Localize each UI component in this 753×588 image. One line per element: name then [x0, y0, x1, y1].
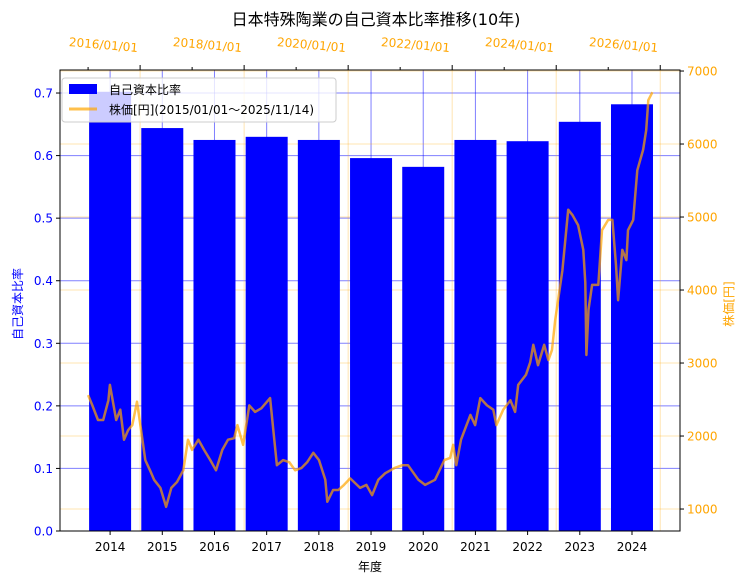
- y-tick-label: 0.3: [34, 337, 53, 351]
- y-tick-label: 0.4: [34, 274, 53, 288]
- y-axis-label: 自己資本比率: [10, 268, 25, 340]
- x-axis-label: 年度: [358, 559, 382, 574]
- legend-bar-label: 自己資本比率: [109, 82, 181, 97]
- y-tick-label: 0.0: [34, 525, 53, 539]
- bar-2019: [350, 158, 393, 531]
- bar-2017: [245, 136, 288, 531]
- y2-tick-label: 1000: [687, 503, 718, 517]
- x-tick-label: 2017: [251, 540, 282, 554]
- x-tick-label: 2018: [304, 540, 335, 554]
- y2-tick-label: 4000: [687, 284, 718, 298]
- bar-2016: [193, 139, 236, 531]
- bar-2018: [297, 139, 340, 531]
- date-tick-label: 2024/01/01: [484, 35, 554, 55]
- bar-2021: [454, 139, 497, 531]
- x-tick-label: 2022: [512, 540, 543, 554]
- y-tick-label: 0.6: [34, 149, 53, 163]
- y2-tick-label: 6000: [687, 138, 718, 152]
- y2-axis-label: 株価[円]: [721, 281, 736, 326]
- y2-tick-label: 5000: [687, 211, 718, 225]
- bar-2024: [610, 104, 653, 532]
- bar-2022: [506, 141, 549, 532]
- y-tick-label: 0.2: [34, 399, 53, 413]
- x-tick-label: 2014: [95, 540, 126, 554]
- x-tick-label: 2019: [356, 540, 387, 554]
- bar-2023: [558, 121, 601, 532]
- y-tick-label: 0.7: [34, 87, 53, 101]
- date-tick-label: 2022/01/01: [380, 35, 450, 55]
- x-tick-label: 2024: [617, 540, 648, 554]
- y-tick-label: 0.1: [34, 462, 53, 476]
- date-tick-label: 2016/01/01: [68, 35, 138, 55]
- x-tick-label: 2016: [199, 540, 230, 554]
- y2-tick-label: 7000: [687, 65, 718, 79]
- price-line-series: [86, 91, 654, 509]
- price-line: [86, 91, 654, 509]
- axes: 2014 2015 2016 2017 2018 2019 2020 2021 2022 2023…: [34, 35, 718, 554]
- date-tick-label: 2018/01/01: [172, 35, 242, 55]
- x-tick-label: 2023: [565, 540, 596, 554]
- y2-tick-label: 3000: [687, 357, 718, 371]
- y2-tick-label: 2000: [687, 430, 718, 444]
- legend: 自己資本比率 株価[円](2015/01/01～2025/11/14): [61, 77, 337, 123]
- legend-bar-swatch: [69, 84, 97, 94]
- chart-title: 日本特殊陶業の自己資本比率推移(10年): [232, 10, 521, 29]
- date-tick-label: 2026/01/01: [589, 35, 659, 55]
- bar-2015: [141, 128, 184, 531]
- y-tick-label: 0.5: [34, 212, 53, 226]
- x-tick-label: 2021: [460, 540, 491, 554]
- legend-line-label: 株価[円](2015/01/01～2025/11/14): [109, 102, 314, 117]
- bar-2020: [402, 166, 445, 531]
- plot-frame: [59, 69, 681, 532]
- x-tick-label: 2015: [147, 540, 178, 554]
- legend-box: [61, 77, 337, 123]
- date-tick-label: 2020/01/01: [276, 35, 346, 55]
- x-tick-label: 2020: [408, 540, 439, 554]
- bar-2014: [89, 91, 132, 531]
